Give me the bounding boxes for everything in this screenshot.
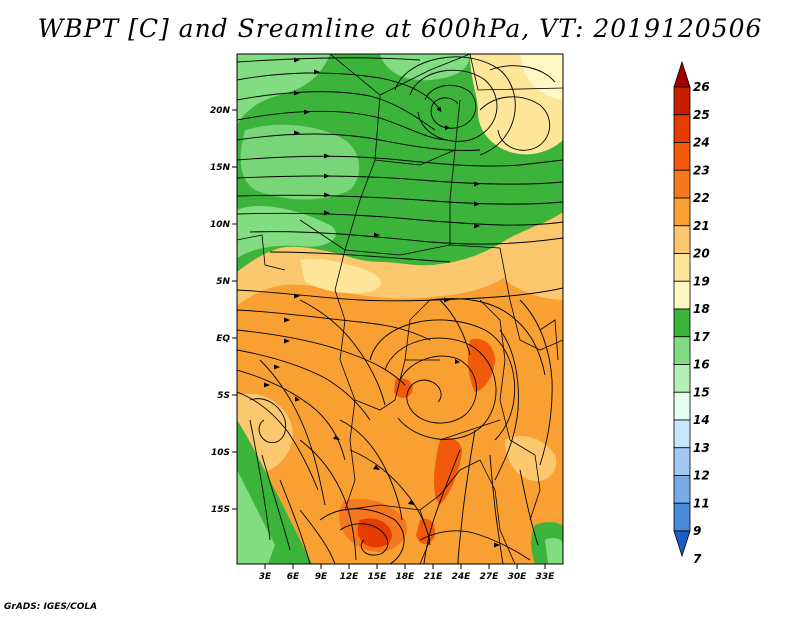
lon-label-27e: 27E (480, 572, 500, 582)
colorbar-segment (673, 225, 691, 254)
colorbar-label: 17 (693, 330, 710, 344)
lon-label-15e: 15E (368, 572, 388, 582)
lat-label-5n: 5N (216, 277, 230, 287)
lon-label-24e: 24E (452, 572, 472, 582)
colorbar-label: 9 (693, 524, 701, 538)
colorbar-segment (673, 308, 691, 338)
lat-label-15n: 15N (210, 163, 231, 173)
lon-label-12e: 12E (340, 572, 360, 582)
colorbar-segment (673, 447, 691, 476)
lon-label-3e: 3E (259, 572, 272, 582)
grads-credit: GrADS: IGES/COLA (4, 602, 98, 612)
lon-axis: 3E 6E 9E 12E 15E 18E 21E 24E 27E 30E 33E (259, 564, 555, 582)
lat-label-10n: 10N (210, 220, 231, 230)
colorbar-segment (673, 364, 691, 393)
colorbar-segment (673, 60, 691, 88)
colorbar-label: 14 (693, 413, 710, 427)
colorbar-segment (673, 253, 691, 282)
lon-label-18e: 18E (396, 572, 416, 582)
colorbar-label: 20 (693, 247, 710, 261)
colorbar-label: 11 (693, 496, 710, 510)
colorbar-label: 19 (693, 274, 710, 288)
lon-label-33e: 33E (536, 572, 556, 582)
streamlines (237, 56, 563, 564)
colorbar-segment (673, 114, 691, 143)
lon-label-9e: 9E (315, 572, 328, 582)
lat-label-5s: 5S (217, 391, 230, 401)
colorbar: 26 25 24 23 22 21 20 19 18 17 16 15 14 13 12 11 9 7 (673, 60, 710, 566)
lat-label-10s: 10S (211, 448, 230, 458)
colorbar-segment (673, 142, 691, 171)
colorbar-segment (673, 336, 691, 365)
lon-label-6e: 6E (287, 572, 300, 582)
colorbar-label: 18 (693, 302, 710, 316)
colorbar-label: 13 (693, 441, 710, 455)
colorbar-label: 7 (693, 552, 702, 566)
colorbar-label: 12 (693, 469, 710, 483)
colorbar-label: 21 (693, 219, 710, 233)
colorbar-label: 24 (693, 136, 710, 150)
map-frame (236, 53, 564, 565)
colorbar-segment (673, 475, 691, 504)
lat-label-15s: 15S (211, 505, 230, 515)
colorbar-segment (673, 169, 691, 199)
colorbar-segment (673, 280, 691, 310)
colorbar-segment (673, 391, 691, 421)
streamline-arrows (264, 57, 500, 548)
map-panel (237, 54, 563, 564)
colorbar-segment (673, 502, 691, 532)
colorbar-label: 15 (693, 385, 710, 399)
colorbar-label: 26 (693, 80, 710, 94)
colorbar-segment (673, 197, 691, 227)
lon-label-21e: 21E (424, 572, 444, 582)
lon-label-30e: 30E (508, 572, 528, 582)
colorbar-label: 22 (693, 191, 710, 205)
map-title: WBPT [C] and Sreamline at 600hPa, VT: 20… (37, 14, 763, 43)
country-borders (237, 54, 563, 564)
lat-axis: 20N 15N 10N 5N EQ 5S 10S 15S (210, 106, 237, 515)
colorbar-label: 23 (693, 163, 710, 177)
lat-label-20n: 20N (210, 106, 231, 116)
colorbar-label: 16 (693, 358, 710, 372)
colorbar-label: 25 (693, 108, 710, 122)
colorbar-segment (673, 86, 691, 116)
lat-label-eq: EQ (216, 334, 230, 344)
colorbar-segment (673, 530, 691, 558)
colorbar-segment (673, 419, 691, 449)
